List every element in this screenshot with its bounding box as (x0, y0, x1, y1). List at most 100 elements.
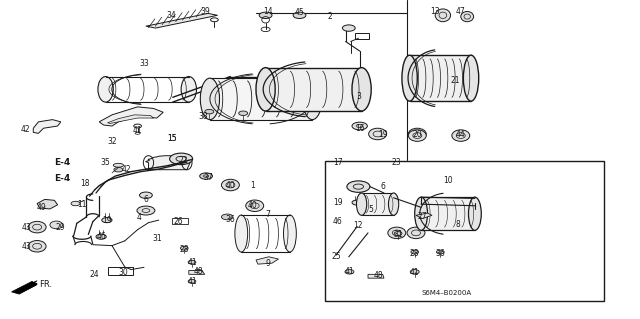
Ellipse shape (356, 193, 367, 215)
Bar (172, 218, 188, 224)
Ellipse shape (102, 218, 112, 223)
Ellipse shape (98, 77, 113, 102)
Text: 46: 46 (96, 232, 106, 241)
Text: 38: 38 (198, 112, 209, 121)
Text: 42: 42 (20, 125, 31, 134)
Text: 34: 34 (166, 11, 177, 20)
Text: 26: 26 (173, 217, 183, 226)
Text: 21: 21 (451, 76, 460, 85)
Text: 41: 41 (132, 126, 143, 135)
Ellipse shape (435, 9, 451, 22)
Ellipse shape (388, 193, 399, 215)
Polygon shape (256, 257, 278, 264)
Text: 28: 28 (180, 245, 189, 254)
Text: 25: 25 (331, 252, 341, 261)
Ellipse shape (284, 215, 296, 252)
Text: 36: 36 (225, 215, 236, 224)
Text: 19: 19 (333, 198, 343, 207)
Ellipse shape (170, 153, 193, 165)
Ellipse shape (347, 181, 370, 192)
Ellipse shape (28, 221, 46, 233)
Ellipse shape (140, 192, 152, 198)
Text: 35: 35 (100, 158, 111, 167)
Bar (362, 193, 394, 215)
Text: 2: 2 (328, 12, 333, 21)
Ellipse shape (256, 68, 275, 111)
Ellipse shape (352, 122, 367, 130)
Ellipse shape (345, 270, 354, 274)
Text: 27: 27 (417, 212, 428, 221)
Text: 15: 15 (166, 134, 177, 143)
Ellipse shape (246, 200, 264, 211)
Ellipse shape (188, 279, 196, 283)
Ellipse shape (415, 197, 428, 230)
Ellipse shape (200, 173, 212, 179)
Text: 12: 12 (354, 221, 363, 230)
Text: 24: 24 (90, 270, 100, 279)
Ellipse shape (239, 111, 248, 115)
Text: 22: 22 (179, 156, 188, 165)
Polygon shape (145, 156, 190, 170)
Ellipse shape (303, 78, 322, 120)
Ellipse shape (468, 197, 481, 230)
Text: 20: 20 (412, 130, 422, 139)
Ellipse shape (137, 206, 155, 215)
Text: 9: 9 (265, 259, 270, 268)
Polygon shape (146, 13, 218, 28)
Ellipse shape (235, 215, 248, 252)
Text: 44: 44 (456, 130, 466, 139)
Text: 49: 49 (36, 203, 47, 212)
Text: 47: 47 (456, 7, 466, 16)
Text: 32: 32 (107, 137, 117, 146)
Ellipse shape (410, 270, 419, 274)
Ellipse shape (408, 128, 426, 140)
Text: 15: 15 (166, 134, 177, 143)
Ellipse shape (221, 179, 239, 191)
Text: 31: 31 (393, 230, 403, 239)
Polygon shape (416, 213, 432, 219)
Text: 6: 6 (143, 195, 148, 204)
Text: FR.: FR. (40, 280, 52, 289)
Ellipse shape (194, 270, 203, 274)
Text: E-4: E-4 (54, 158, 71, 167)
Text: 43: 43 (22, 242, 32, 251)
Text: 5: 5 (369, 205, 374, 214)
Ellipse shape (392, 232, 402, 237)
Text: 43: 43 (22, 223, 32, 232)
Ellipse shape (50, 221, 63, 229)
Ellipse shape (221, 214, 233, 220)
Text: 46: 46 (333, 217, 343, 226)
Ellipse shape (408, 130, 426, 141)
Text: 36: 36 (435, 249, 445, 258)
Text: 28: 28 (410, 249, 419, 258)
Ellipse shape (369, 128, 387, 140)
Polygon shape (33, 120, 61, 133)
Polygon shape (108, 115, 154, 123)
Bar (210, 78, 312, 120)
Text: 37: 37 (203, 173, 213, 182)
Polygon shape (17, 281, 37, 292)
Text: 6: 6 (380, 182, 385, 191)
Bar (325, 161, 604, 301)
Ellipse shape (205, 109, 214, 114)
Text: 8: 8 (455, 220, 460, 229)
Text: 7: 7 (265, 210, 270, 219)
Polygon shape (12, 281, 37, 294)
Ellipse shape (352, 68, 371, 111)
Text: 41: 41 (187, 277, 197, 286)
Ellipse shape (293, 12, 306, 19)
Ellipse shape (96, 234, 106, 239)
Text: 41: 41 (410, 268, 420, 277)
Bar (355, 33, 369, 39)
Text: 40: 40 (248, 201, 258, 210)
Ellipse shape (28, 241, 46, 252)
Ellipse shape (407, 227, 425, 239)
Polygon shape (368, 274, 384, 278)
Polygon shape (37, 199, 58, 209)
Ellipse shape (463, 55, 479, 101)
Ellipse shape (200, 78, 220, 120)
Text: 42: 42 (122, 165, 132, 174)
Text: 10: 10 (443, 176, 453, 185)
Bar (410, 55, 471, 101)
Text: 29: 29 (56, 223, 66, 232)
